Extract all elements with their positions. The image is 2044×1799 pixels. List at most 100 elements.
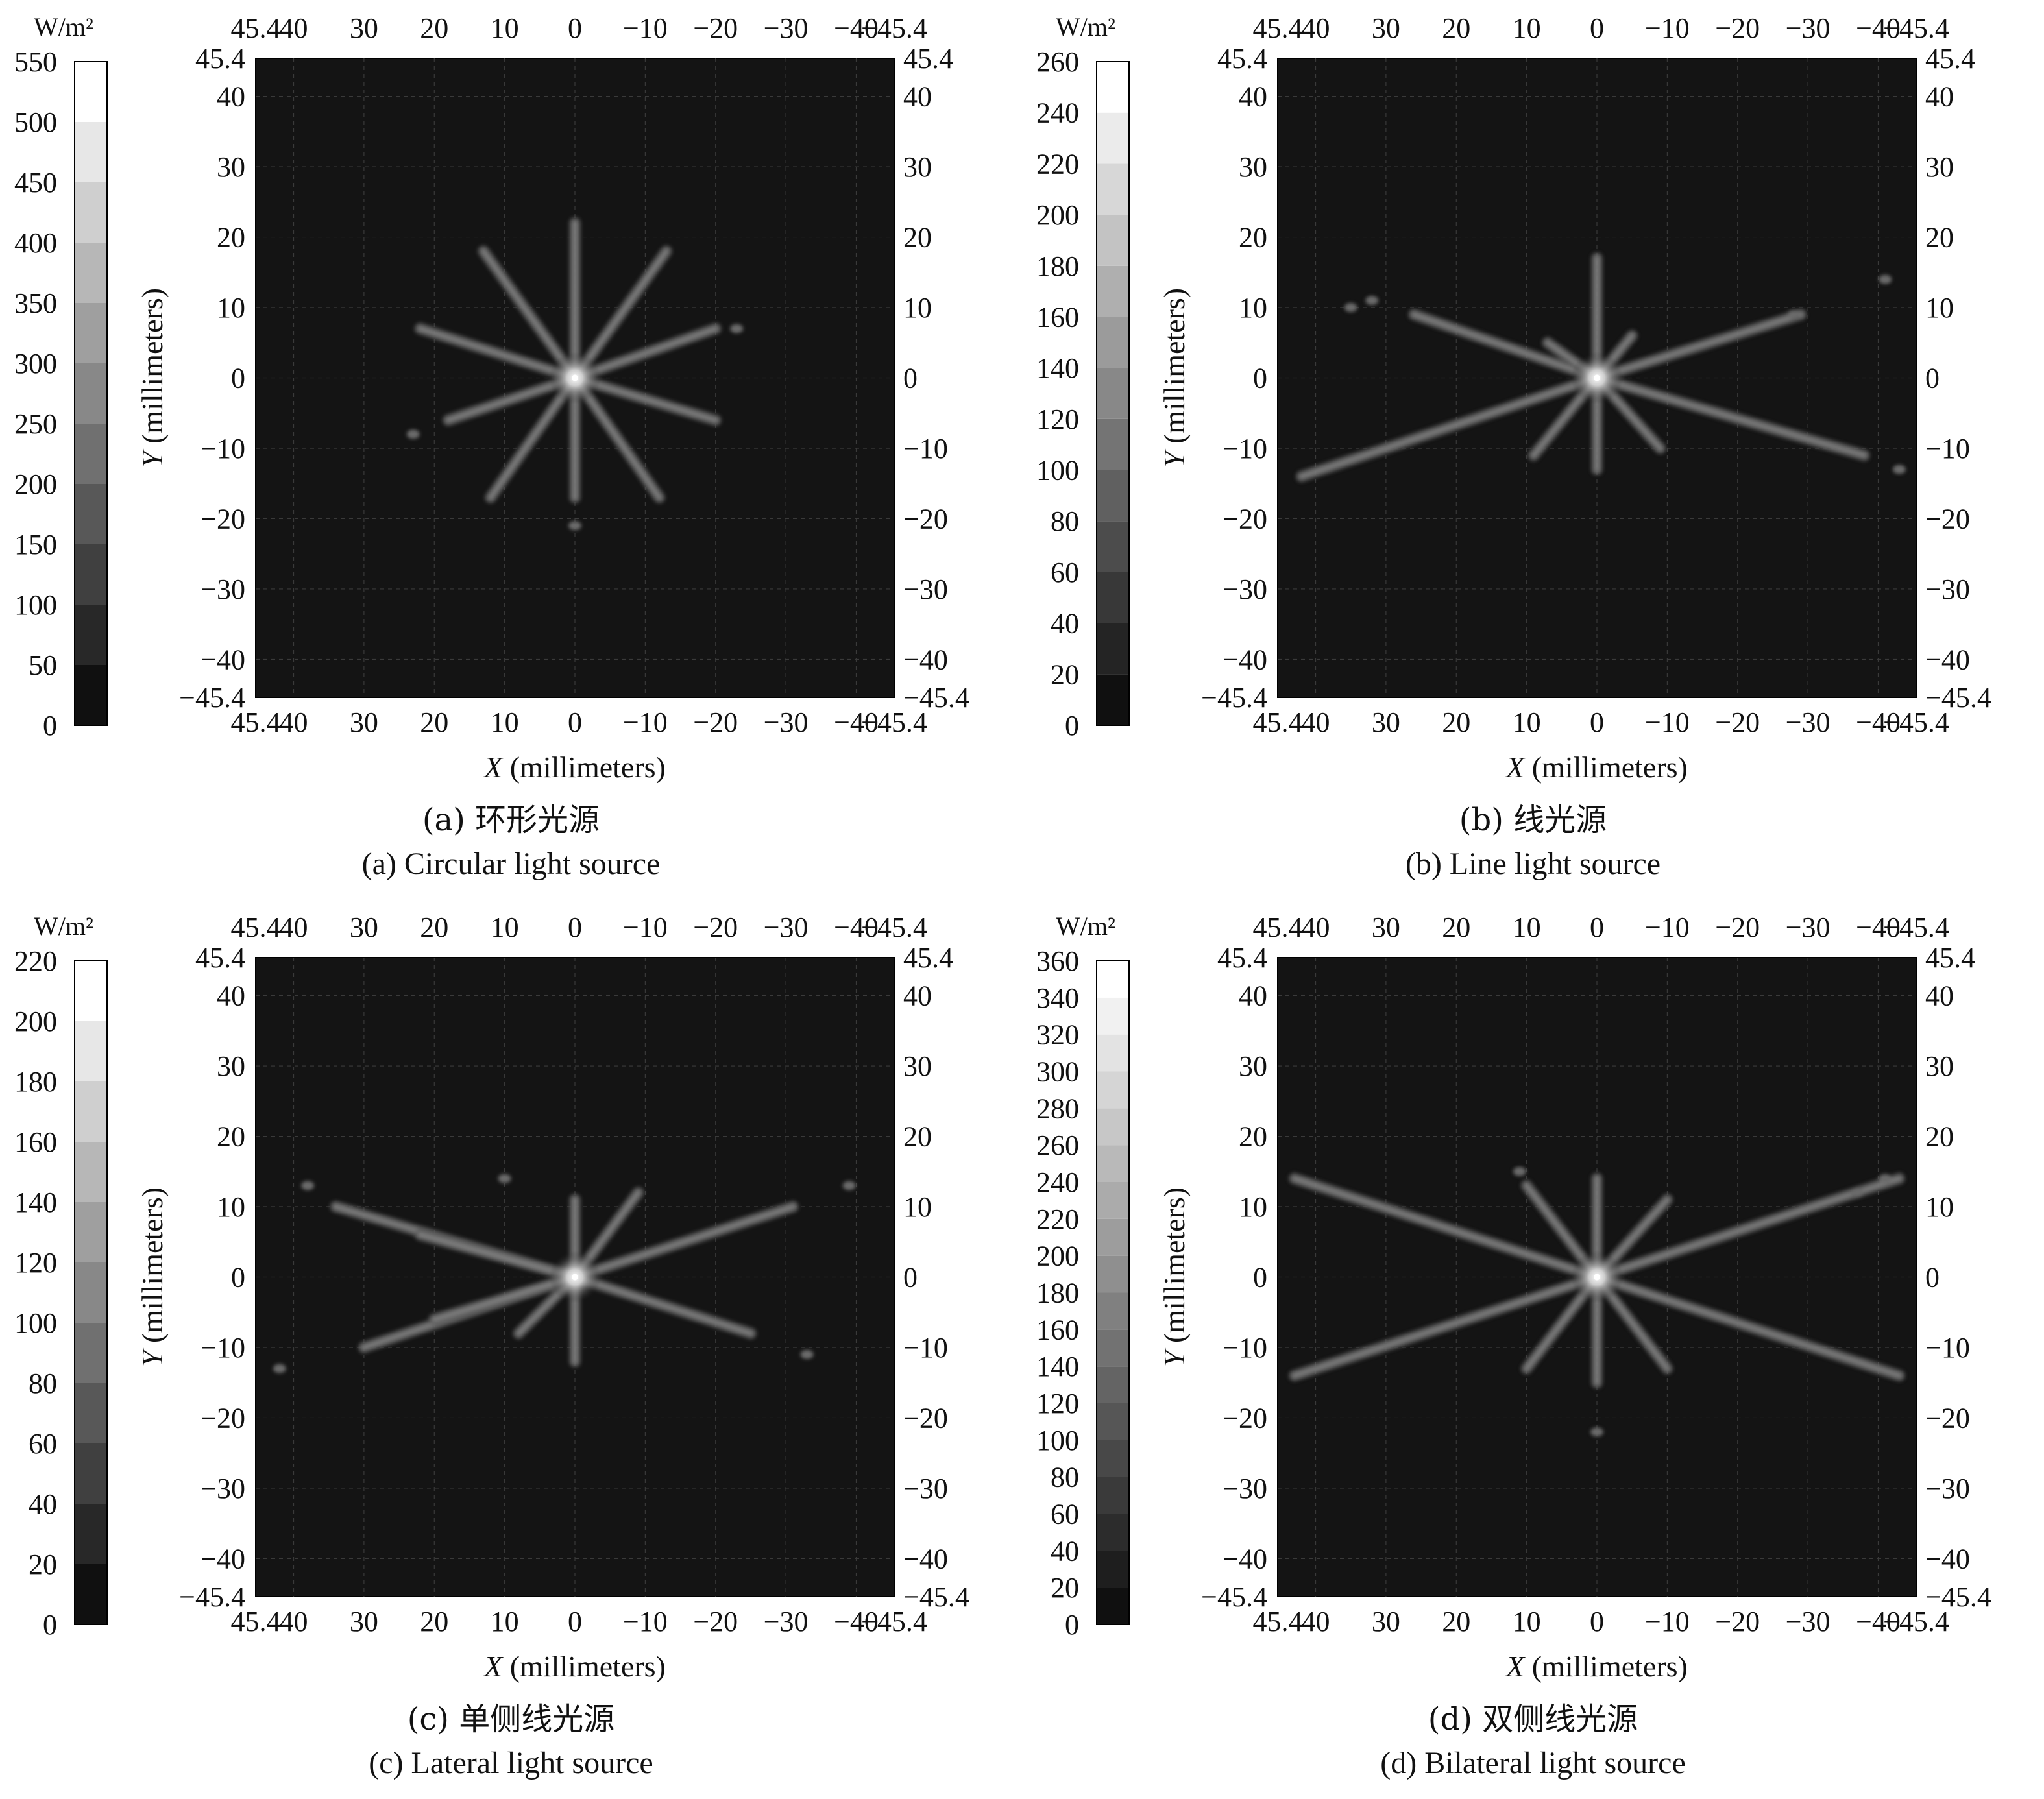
x-tick-label-top: 45.4 [231, 12, 281, 44]
center-peak [1594, 1274, 1600, 1281]
y-tick-label-left: 45.4 [1217, 942, 1267, 974]
x-tick-label-bottom: 10 [1513, 1606, 1541, 1637]
colorbar-tick-label: 200 [1036, 199, 1079, 231]
x-tick-label-top: −20 [1715, 912, 1760, 943]
x-tick-label-bottom: 40 [280, 1606, 308, 1637]
x-tick-label-top: −20 [693, 12, 738, 44]
colorbar-tick-label: 60 [1051, 557, 1079, 588]
x-tick-label-bottom: 20 [1442, 1606, 1470, 1637]
y-tick-label-left: 10 [217, 292, 245, 324]
colorbar-band [1097, 1329, 1129, 1367]
center-peak [1594, 374, 1600, 381]
y-tick-label-right: 30 [1925, 1050, 1954, 1082]
x-tick-label-top: 45.4 [1253, 912, 1303, 943]
colorbar-tick-label: 180 [1036, 250, 1079, 282]
x-tick-label-bottom: 45.4 [231, 706, 281, 738]
x-tick-label-bottom: −10 [623, 1606, 668, 1637]
colorbar-tick-label: 200 [14, 468, 57, 500]
x-tick-label-bottom: −45.4 [861, 1606, 927, 1637]
y-tick-label-right: 0 [903, 363, 918, 394]
colorbar-tick-label: 20 [1051, 1572, 1079, 1604]
y-tick-label-left: −45.4 [179, 682, 245, 714]
colorbar-unit: W/m² [1056, 12, 1115, 42]
colorbar-band [75, 544, 107, 605]
spot [406, 429, 420, 439]
spot [273, 1364, 286, 1373]
colorbar-band [1097, 1477, 1129, 1514]
panel-b: 45.4 45.4 40 40 30 30 20 20 10 10 0 0 −10 −10 −20 −20 −3… [1022, 0, 2044, 899]
x-tick-label-top: 20 [1442, 12, 1470, 44]
x-tick-label-bottom: −30 [1786, 706, 1831, 738]
colorbar-band [75, 1142, 107, 1202]
x-tick-label-bottom: −45.4 [1883, 706, 1949, 738]
colorbar-band [1097, 623, 1129, 675]
colorbar-tick-label: 240 [1036, 1166, 1079, 1198]
x-tick-label-bottom: −30 [1786, 1606, 1831, 1637]
colorbar-band [1097, 1034, 1129, 1072]
ray-core [1411, 312, 1600, 380]
colorbar-tick-label: 100 [14, 589, 57, 621]
x-tick-label-bottom: −10 [1645, 1606, 1690, 1637]
colorbar-tick-label: 400 [14, 227, 57, 259]
spot [842, 1181, 856, 1190]
y-tick-label-right: −40 [1925, 644, 1970, 675]
colorbar-band [75, 182, 107, 243]
x-axis-label: X (millimeters) [1505, 1650, 1688, 1683]
y-axis-label: Y (millimeters) [136, 1187, 169, 1367]
x-tick-label-bottom: 45.4 [1253, 706, 1303, 738]
colorbar-tick-label: 120 [1036, 1388, 1079, 1419]
colorbar-tick-label: 240 [1036, 97, 1079, 129]
y-tick-label-left: −45.4 [1201, 1581, 1267, 1613]
x-tick-label-top: 0 [1590, 912, 1604, 943]
colorbar-band [1097, 521, 1129, 572]
caption-cn-d: (d) 双侧线光源 [1428, 1701, 1638, 1737]
colorbar-tick-label: 350 [14, 287, 57, 319]
y-tick-label-right: −20 [1925, 1402, 1970, 1434]
x-tick-label-top: 10 [491, 912, 519, 943]
ray-core [1594, 1275, 1902, 1378]
colorbar-band [75, 1202, 107, 1262]
colorbar-band [1097, 1403, 1129, 1440]
colorbar-band [1097, 265, 1129, 317]
ray-core [572, 248, 669, 380]
y-tick-label-right: −10 [903, 433, 948, 465]
colorbar-tick-label: 150 [14, 529, 57, 561]
y-tick-label-right: 45.4 [903, 942, 953, 974]
colorbar-band [75, 1323, 107, 1383]
colorbar-tick-label: 160 [1036, 301, 1079, 333]
y-tick-label-left: −30 [201, 574, 245, 605]
y-tick-label-left: −10 [201, 433, 245, 465]
center-peak [572, 1274, 578, 1281]
x-tick-label-top: 40 [1302, 12, 1330, 44]
caption-cn-a: (a) 环形光源 [422, 802, 600, 838]
y-tick-label-right: −40 [903, 644, 948, 675]
y-tick-label-right: 40 [1925, 980, 1954, 1012]
x-tick-label-bottom: −20 [1715, 1606, 1760, 1637]
x-tick-label-bottom: 10 [1513, 706, 1541, 738]
spot [498, 1174, 511, 1183]
x-tick-label-bottom: 30 [1372, 1606, 1400, 1637]
y-tick-label-left: −20 [201, 503, 245, 535]
y-tick-label-left: 0 [1253, 1262, 1267, 1294]
spot [800, 1349, 814, 1359]
colorbar-tick-label: 0 [1065, 710, 1079, 742]
x-tick-label-bottom: −40 [1856, 1606, 1901, 1637]
x-tick-label-bottom: 45.4 [1253, 1606, 1303, 1637]
colorbar-band [1097, 1071, 1129, 1109]
y-tick-label-right: −20 [903, 1402, 948, 1434]
y-tick-label-right: 20 [903, 222, 932, 254]
y-tick-label-left: 40 [217, 81, 245, 113]
x-tick-label-top: 10 [491, 12, 519, 44]
x-tick-label-top: −10 [623, 12, 668, 44]
colorbar-tick-label: 120 [1036, 404, 1079, 435]
y-tick-label-left: 30 [1239, 1050, 1267, 1082]
y-tick-label-left: −10 [1223, 1332, 1267, 1364]
y-tick-label-left: −20 [1223, 503, 1267, 535]
y-tick-label-left: −40 [201, 644, 245, 675]
y-tick-label-left: −30 [1223, 1473, 1267, 1504]
ray-core [1292, 1176, 1600, 1279]
y-tick-label-right: −20 [903, 503, 948, 535]
panel-a: 45.4 45.4 40 40 30 30 20 20 10 10 0 0 −10 −10 −20 −20 −3… [0, 0, 1022, 899]
y-tick-label-left: 10 [217, 1191, 245, 1223]
x-tick-label-top: −20 [693, 912, 738, 943]
